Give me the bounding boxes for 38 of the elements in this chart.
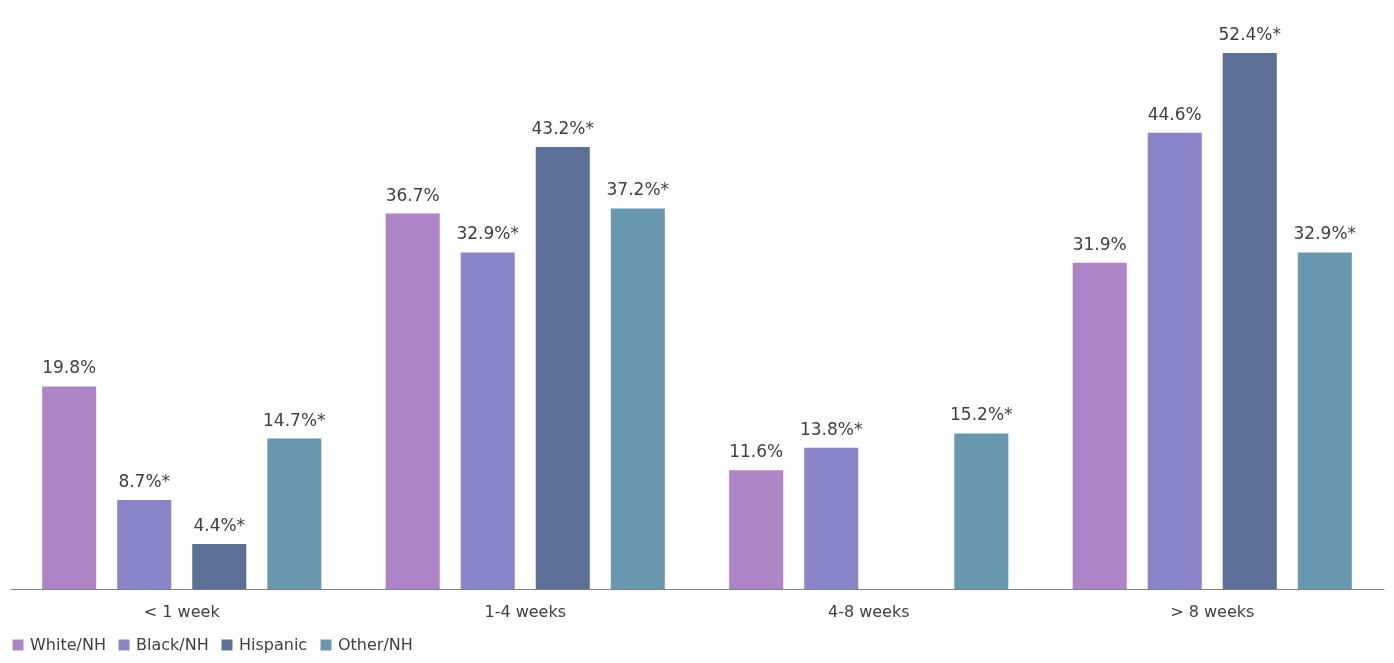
bar [954,433,1009,589]
data-label: 37.2%* [606,179,670,200]
bar [804,447,859,589]
bar [460,252,515,589]
bar [42,386,97,589]
bar [1222,52,1277,589]
bar [385,213,440,589]
data-label: 14.7%* [263,409,326,430]
legend-label: Black/NH [136,635,209,654]
legend-label: White/NH [30,635,106,654]
legend-label: Other/NH [338,635,413,654]
bar [729,470,784,589]
bar [1072,262,1127,589]
bar [1297,252,1352,589]
legend-label: Hispanic [239,635,308,654]
bar [117,499,172,589]
data-label: 36.7% [385,184,440,205]
data-label: 32.9%* [1293,223,1357,244]
data-label: 15.2%* [950,404,1013,425]
data-label: 8.7%* [118,470,171,491]
x-tick-label: > 8 weeks [1170,601,1255,621]
bar [1147,132,1202,589]
data-label: 31.9% [1072,233,1127,254]
data-label: 4.4%* [193,514,246,535]
bar [535,147,590,589]
x-tick-label: 4-8 weeks [827,601,910,621]
bar [267,438,322,589]
data-label: 52.4%* [1218,23,1282,44]
data-label: 44.6% [1147,103,1202,124]
bar [192,543,247,589]
data-label: 13.8%* [799,418,863,439]
bar [610,208,665,589]
data-label: 32.9%* [456,223,519,244]
x-tick-label: 1-4 weeks [484,601,567,621]
data-label: 19.8% [42,357,97,378]
data-label: 11.6% [729,441,784,462]
x-tick-label: < 1 week [143,601,221,621]
data-label: 43.2%* [531,118,595,139]
